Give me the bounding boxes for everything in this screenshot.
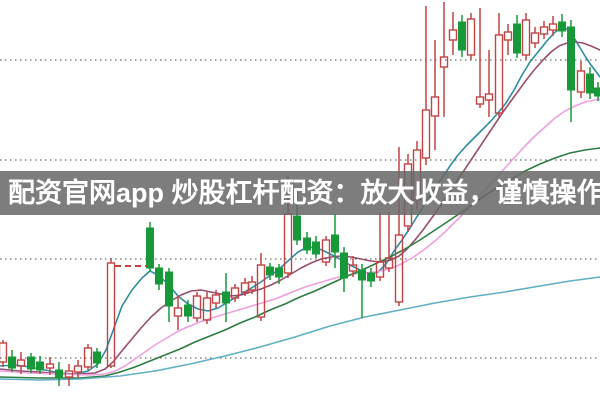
candle-down [184,304,192,317]
candle-down [458,21,466,51]
headline-text: 配资官网app 炒股杠杆配资：放大收益，谨慎操作 [8,177,600,208]
candle-up [494,34,504,114]
candle-up [202,297,212,321]
candle-down [165,271,173,307]
candle-up [421,109,431,159]
candle-up [211,294,221,304]
candle-down [303,237,311,251]
candle-up [530,32,540,44]
candle-up [106,262,116,367]
candle-down [513,23,521,54]
candle-up [548,23,558,31]
ma-line-slow-pink [0,98,600,376]
candle-up [256,264,266,318]
candle-up [576,70,586,93]
candle-up [384,257,394,269]
candle-down [586,73,594,94]
candle-up [466,18,476,56]
candle-down [55,369,63,379]
candle-up [448,29,458,41]
candle-up [247,281,257,291]
candle-up [484,93,494,101]
candle-down [146,227,154,269]
candle-up [521,19,531,56]
candle-up [321,239,331,263]
candle-up [475,96,485,105]
candle-up [430,96,440,117]
candle-up [45,363,55,369]
candle-up [173,307,183,317]
candle-down [222,291,230,304]
candle-up [64,370,74,378]
candle-up [394,234,404,303]
candle-down [275,267,283,278]
candle-up [230,287,240,299]
candle-down [558,21,566,32]
candle-down [93,351,101,364]
candle-down [331,234,339,253]
candle-down [27,356,35,370]
candle-up [16,359,26,367]
candle-down [266,266,274,276]
candle-down [155,267,163,285]
candle-down [567,26,575,91]
candle-up [439,56,449,68]
candle-up [83,347,93,368]
candle-down [8,356,16,369]
candle-down [312,241,320,255]
candle-up [348,264,358,272]
candle-up [375,261,385,278]
candle-down [36,361,44,371]
candle-up [539,26,549,35]
candle-down [293,215,301,241]
candle-up [0,342,8,363]
candle-up [503,31,513,41]
candle-down [367,272,375,282]
candle-down [358,269,366,281]
candle-up [192,295,202,319]
candle-down [340,252,348,279]
candle-up [73,365,83,373]
candle-down [594,87,600,97]
ma-line-slowest-lightcyan [0,276,600,381]
headline-banner: 配资官网app 炒股杠杆配资：放大收益，谨慎操作 [0,171,600,215]
